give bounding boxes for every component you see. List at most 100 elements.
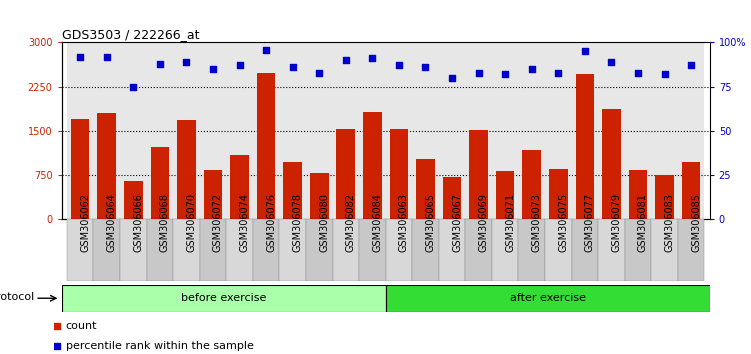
Bar xyxy=(146,219,173,281)
Text: GSM306083: GSM306083 xyxy=(665,193,674,252)
Point xyxy=(446,75,458,81)
Bar xyxy=(124,181,143,219)
Bar xyxy=(678,219,704,281)
Point xyxy=(234,63,246,68)
Text: GSM306080: GSM306080 xyxy=(319,193,329,252)
Bar xyxy=(120,42,146,219)
Bar xyxy=(443,177,461,219)
Point xyxy=(605,59,617,65)
Bar xyxy=(386,42,412,219)
Text: GSM306070: GSM306070 xyxy=(186,193,197,252)
Bar xyxy=(496,171,514,219)
Bar xyxy=(572,219,598,281)
Bar xyxy=(336,129,355,219)
Bar xyxy=(67,42,93,219)
Bar xyxy=(283,162,302,219)
Text: GSM306074: GSM306074 xyxy=(240,193,249,252)
Text: GDS3503 / 222266_at: GDS3503 / 222266_at xyxy=(62,28,199,41)
Bar xyxy=(146,42,173,219)
Bar xyxy=(306,219,333,281)
Bar xyxy=(466,219,492,281)
Point xyxy=(260,47,272,52)
Text: GSM306069: GSM306069 xyxy=(478,193,489,252)
Bar xyxy=(412,42,439,219)
Bar xyxy=(386,285,710,312)
Text: GSM306078: GSM306078 xyxy=(293,193,303,252)
Text: GSM306068: GSM306068 xyxy=(160,193,170,252)
Text: GSM306085: GSM306085 xyxy=(691,193,701,252)
Point xyxy=(74,54,86,59)
Text: GSM306073: GSM306073 xyxy=(532,193,541,252)
Bar xyxy=(469,130,488,219)
Text: GSM306067: GSM306067 xyxy=(452,193,462,252)
Text: GSM306082: GSM306082 xyxy=(345,193,356,252)
Bar xyxy=(177,120,196,219)
Bar xyxy=(173,42,200,219)
Bar xyxy=(62,285,386,312)
Text: GSM306062: GSM306062 xyxy=(80,193,90,252)
Point xyxy=(472,70,484,75)
Text: GSM306075: GSM306075 xyxy=(558,193,569,252)
Bar xyxy=(306,42,333,219)
Bar xyxy=(572,42,598,219)
Bar xyxy=(310,173,328,219)
Text: GSM306079: GSM306079 xyxy=(611,193,621,252)
Bar xyxy=(98,113,116,219)
Point xyxy=(366,56,379,61)
Text: GSM306064: GSM306064 xyxy=(107,193,116,252)
Bar xyxy=(120,219,146,281)
Bar xyxy=(253,219,279,281)
Bar xyxy=(200,219,226,281)
Bar xyxy=(253,42,279,219)
Bar xyxy=(359,42,386,219)
Bar xyxy=(625,42,651,219)
Bar xyxy=(549,169,568,219)
Bar xyxy=(359,219,386,281)
Bar xyxy=(439,219,466,281)
Bar xyxy=(518,219,545,281)
Bar xyxy=(655,175,674,219)
Bar xyxy=(416,159,435,219)
Point xyxy=(552,70,564,75)
Text: before exercise: before exercise xyxy=(181,293,267,303)
Text: GSM306072: GSM306072 xyxy=(213,193,223,252)
Bar xyxy=(71,119,89,219)
Bar xyxy=(93,219,120,281)
Point xyxy=(393,63,405,68)
Bar xyxy=(518,42,545,219)
Bar xyxy=(200,42,226,219)
Point xyxy=(632,70,644,75)
Bar xyxy=(545,219,572,281)
Bar xyxy=(598,42,625,219)
Bar xyxy=(545,42,572,219)
Point xyxy=(659,72,671,77)
Text: GSM306076: GSM306076 xyxy=(266,193,276,252)
Bar xyxy=(492,42,518,219)
Bar xyxy=(629,170,647,219)
Bar xyxy=(226,42,253,219)
Point xyxy=(402,261,414,267)
Bar xyxy=(226,219,253,281)
Text: count: count xyxy=(66,321,97,331)
Point xyxy=(499,72,511,77)
Text: after exercise: after exercise xyxy=(510,293,586,303)
Bar xyxy=(625,219,651,281)
Text: GSM306071: GSM306071 xyxy=(505,193,515,252)
Bar xyxy=(279,42,306,219)
Point xyxy=(339,57,351,63)
Bar xyxy=(67,219,93,281)
Bar xyxy=(390,129,409,219)
Text: GSM306077: GSM306077 xyxy=(585,193,595,252)
Bar xyxy=(150,147,169,219)
Text: GSM306084: GSM306084 xyxy=(372,193,382,252)
Bar xyxy=(333,42,359,219)
Bar xyxy=(93,42,120,219)
Point xyxy=(180,59,192,65)
Bar xyxy=(231,155,249,219)
Point xyxy=(154,61,166,67)
Bar xyxy=(363,112,382,219)
Text: percentile rank within the sample: percentile rank within the sample xyxy=(66,341,254,351)
Text: protocol: protocol xyxy=(0,292,34,302)
Point xyxy=(685,63,697,68)
Bar xyxy=(651,219,678,281)
